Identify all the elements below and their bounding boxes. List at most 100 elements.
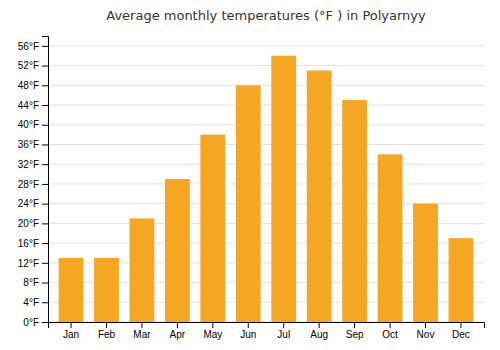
- y-tick-label: 0°F: [23, 317, 39, 328]
- x-tick-label: Sep: [346, 329, 364, 340]
- y-tick-label: 20°F: [18, 218, 39, 229]
- bar: [236, 85, 261, 322]
- y-tick: 24°F: [18, 198, 48, 209]
- grid-line: [48, 144, 484, 145]
- y-tick-label: 12°F: [18, 258, 39, 269]
- bar: [413, 204, 438, 322]
- y-tick-label: 36°F: [18, 139, 39, 150]
- y-tick-mark: [42, 46, 48, 47]
- x-tick-mark: [460, 322, 461, 328]
- x-tick-mark: [141, 322, 142, 328]
- y-tick-label: 40°F: [18, 119, 39, 130]
- y-tick-label: 44°F: [18, 100, 39, 111]
- x-tick-label: Nov: [417, 329, 435, 340]
- y-tick-mark: [42, 125, 48, 126]
- y-tick: 36°F: [18, 139, 48, 150]
- x-tick-mark: [177, 322, 178, 328]
- grid-line: [48, 85, 484, 86]
- y-tick-label: 4°F: [23, 297, 39, 308]
- x-tick: May: [203, 322, 222, 340]
- x-tick-label: Aug: [310, 329, 328, 340]
- y-tick: 8°F: [23, 277, 48, 288]
- bar: [342, 100, 367, 322]
- y-tick-label: 52°F: [18, 60, 39, 71]
- y-tick: 56°F: [18, 41, 48, 52]
- x-tick: Apr: [170, 322, 186, 340]
- y-tick-mark: [42, 144, 48, 145]
- x-tick-mark: [71, 322, 72, 328]
- bar: [271, 56, 296, 322]
- y-tick-label: 16°F: [18, 238, 39, 249]
- y-tick-mark: [42, 85, 48, 86]
- y-tick-mark: [42, 243, 48, 244]
- x-tick: Mar: [133, 322, 151, 340]
- y-tick: 44°F: [18, 100, 48, 111]
- grid-line: [48, 65, 484, 66]
- x-tick: Dec: [452, 322, 470, 340]
- x-axis: JanFebMarAprMayJunJulAugSepOctNovDec: [49, 322, 485, 340]
- y-tick: 28°F: [18, 179, 48, 190]
- grid-line: [48, 183, 484, 184]
- x-tick-mark: [390, 322, 391, 328]
- x-tick-mark: [106, 322, 107, 328]
- bar: [307, 71, 332, 322]
- y-tick-mark: [42, 105, 48, 106]
- grid-line: [48, 164, 484, 165]
- x-tick-label: Oct: [382, 329, 398, 340]
- x-tick: Sep: [346, 322, 364, 340]
- y-tick-label: 8°F: [23, 277, 39, 288]
- x-tick-label: May: [203, 329, 222, 340]
- x-tick-label: Apr: [170, 329, 186, 340]
- x-axis-line: [49, 323, 485, 329]
- y-tick: 16°F: [18, 238, 48, 249]
- y-tick-mark: [42, 164, 48, 165]
- y-tick-mark: [42, 184, 48, 185]
- y-tick-mark: [42, 283, 48, 284]
- bar: [94, 258, 119, 322]
- y-tick-label: 32°F: [18, 159, 39, 170]
- y-tick-mark: [42, 322, 48, 323]
- x-tick-label: Jul: [277, 329, 290, 340]
- grid-line: [48, 45, 484, 46]
- y-tick: 4°F: [23, 297, 48, 308]
- grid-line: [48, 124, 484, 125]
- bar: [449, 238, 474, 322]
- x-tick-label: Dec: [452, 329, 470, 340]
- x-tick-label: Mar: [133, 329, 151, 340]
- y-tick: 40°F: [18, 119, 48, 130]
- x-tick-mark: [354, 322, 355, 328]
- y-tick: 12°F: [18, 258, 48, 269]
- x-tick-label: Jun: [240, 329, 256, 340]
- y-tick: 0°F: [23, 317, 48, 328]
- x-tick-label: Feb: [98, 329, 116, 340]
- y-tick: 20°F: [18, 218, 48, 229]
- y-tick: 52°F: [18, 60, 48, 71]
- grid: [48, 46, 484, 322]
- y-tick-label: 28°F: [18, 179, 39, 190]
- x-tick: Feb: [98, 322, 116, 340]
- y-tick-mark: [42, 302, 48, 303]
- x-tick-mark: [283, 322, 284, 328]
- bar: [130, 218, 155, 322]
- x-tick: Aug: [310, 322, 328, 340]
- x-tick: Jun: [240, 322, 256, 340]
- x-tick-mark: [425, 322, 426, 328]
- x-tick: Jul: [277, 322, 290, 340]
- x-tick-mark: [319, 322, 320, 328]
- x-tick-mark: [212, 322, 213, 328]
- y-tick-mark: [42, 223, 48, 224]
- y-tick-label: 48°F: [18, 80, 39, 91]
- y-tick-mark: [42, 204, 48, 205]
- x-tick: Nov: [417, 322, 435, 340]
- title: Average monthly temperatures (°F ) in Po…: [106, 8, 426, 23]
- y-tick-label: 56°F: [18, 41, 39, 52]
- bar: [165, 179, 190, 322]
- chart: JanFebMarAprMayJunJulAugSepOctNovDec0°F4…: [0, 0, 500, 350]
- y-axis-line: [42, 37, 49, 323]
- y-tick-mark: [42, 66, 48, 67]
- bar: [200, 135, 225, 322]
- y-axis: 0°F 4°F 8°F 12°F 16°F 20°F 24°F 28°F 32°F 36°F 40°…: [18, 37, 49, 328]
- bar: [378, 154, 403, 322]
- y-tick: 48°F: [18, 80, 48, 91]
- x-tick-mark: [248, 322, 249, 328]
